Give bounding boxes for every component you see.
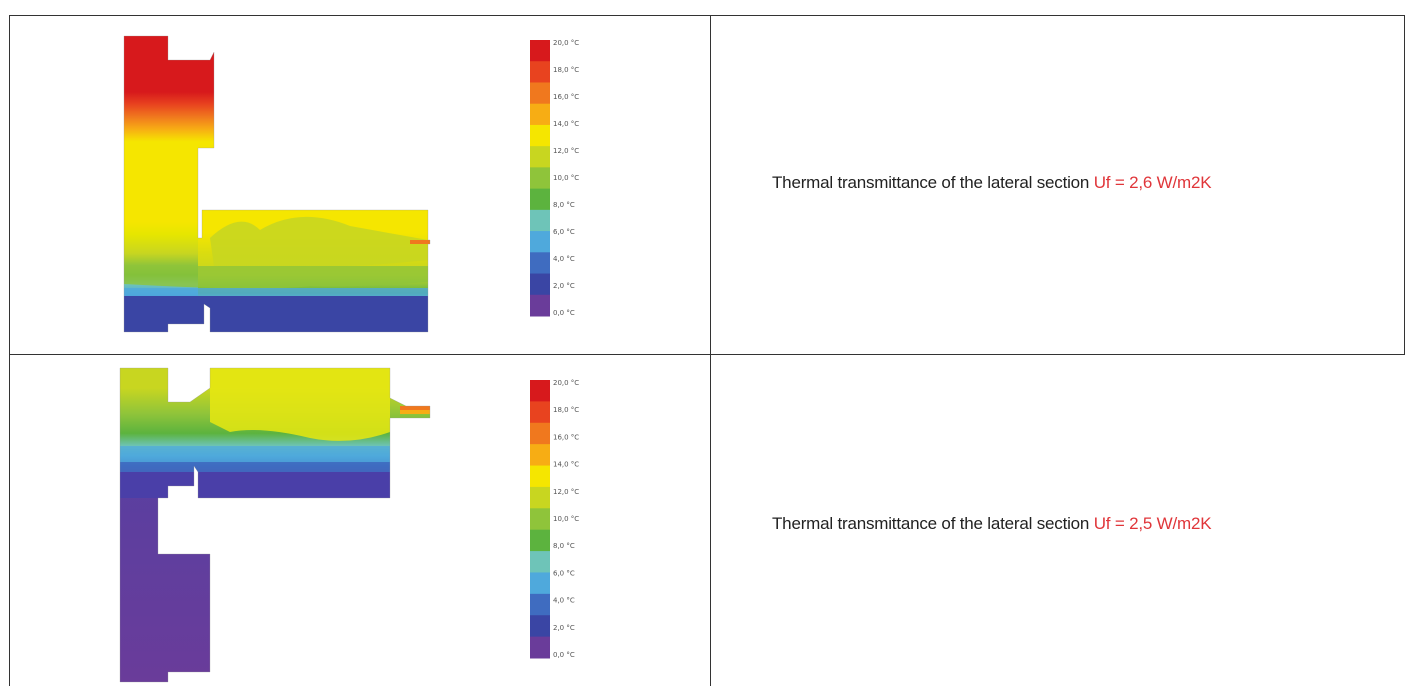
- legend-label: 14,0 °C: [553, 461, 579, 469]
- isotherm-diagram-1: 20,0 °C 18,0 °C 16,0 °C 14,0 °C 12,0 °C 10,0 …: [123, 35, 579, 333]
- legend-label: 2,0 °C: [553, 282, 575, 290]
- legend-swatch: [530, 61, 550, 83]
- legend-label: 10,0 °C: [553, 515, 579, 523]
- caption-text-2: Thermal transmittance of the lateral sec…: [772, 514, 1090, 533]
- legend-swatch: [530, 188, 550, 211]
- legend-swatch: [530, 508, 550, 531]
- legend-swatch: [530, 231, 550, 253]
- legend-label: 12,0 °C: [553, 488, 579, 496]
- legend-label: 0,0 °C: [553, 309, 575, 317]
- legend-swatch: [530, 401, 550, 424]
- uf-value-1: Uf = 2,6 W/m2K: [1093, 173, 1212, 192]
- legend-swatch: [530, 294, 550, 317]
- legend-label: 18,0 °C: [553, 406, 579, 414]
- legend-swatch: [530, 82, 550, 105]
- legend-swatch: [530, 103, 550, 126]
- legend-swatch: [530, 167, 550, 190]
- legend-swatch: [530, 444, 550, 467]
- legend-swatch: [530, 124, 550, 147]
- uf-value-2: Uf = 2,5 W/m2K: [1093, 514, 1212, 533]
- legend-label: 0,0 °C: [553, 651, 575, 659]
- legend-label: 16,0 °C: [553, 433, 579, 441]
- legend-swatch: [530, 380, 550, 402]
- legend-swatch: [530, 572, 550, 595]
- table-row-divider: [9, 354, 1405, 355]
- legend-swatch: [530, 529, 550, 552]
- legend-label: 8,0 °C: [553, 542, 575, 550]
- table-left-border: [9, 15, 10, 686]
- temperature-legend-1: 20,0 °C 18,0 °C 16,0 °C 14,0 °C 12,0 °C 10,0 …: [530, 39, 579, 317]
- legend-swatch: [530, 209, 550, 232]
- legend-label: 10,0 °C: [553, 174, 579, 182]
- thermal-simulation-2: 20,0 °C 18,0 °C 16,0 °C 14,0 °C 12,0 °C 10,0 …: [110, 362, 590, 686]
- legend-swatch: [530, 252, 550, 275]
- legend-label: 2,0 °C: [553, 624, 575, 632]
- caption-text-1: Thermal transmittance of the lateral sec…: [772, 173, 1090, 192]
- legend-swatch: [530, 486, 550, 509]
- legend-swatch: [530, 615, 550, 638]
- legend-swatch: [530, 636, 550, 659]
- legend-label: 8,0 °C: [553, 201, 575, 209]
- legend-swatch: [530, 146, 550, 168]
- legend-swatch: [530, 422, 550, 445]
- table-column-divider: [710, 15, 711, 686]
- legend-swatch: [530, 551, 550, 573]
- caption-row-2: Thermal transmittance of the lateral sec…: [772, 514, 1212, 534]
- legend-label: 4,0 °C: [553, 597, 575, 605]
- legend-label: 12,0 °C: [553, 147, 579, 155]
- thermal-simulation-1: 20,0 °C 18,0 °C 16,0 °C 14,0 °C 12,0 °C 10,0 …: [110, 30, 590, 340]
- temperature-legend-2: 20,0 °C 18,0 °C 16,0 °C 14,0 °C 12,0 °C 10,0 …: [530, 379, 579, 659]
- legend-label: 16,0 °C: [553, 93, 579, 101]
- legend-swatch: [530, 273, 550, 296]
- legend-label: 20,0 °C: [553, 379, 579, 387]
- legend-label: 18,0 °C: [553, 66, 579, 74]
- legend-label: 6,0 °C: [553, 228, 575, 236]
- legend-label: 4,0 °C: [553, 255, 575, 263]
- table-top-border: [9, 15, 1405, 16]
- legend-swatch: [530, 593, 550, 616]
- caption-row-1: Thermal transmittance of the lateral sec…: [772, 173, 1212, 193]
- legend-swatch: [530, 465, 550, 488]
- legend-label: 6,0 °C: [553, 569, 575, 577]
- legend-label: 20,0 °C: [553, 39, 579, 47]
- legend-label: 14,0 °C: [553, 120, 579, 128]
- isotherm-diagram-2: 20,0 °C 18,0 °C 16,0 °C 14,0 °C 12,0 °C 10,0 …: [119, 367, 579, 683]
- legend-swatch: [530, 40, 550, 62]
